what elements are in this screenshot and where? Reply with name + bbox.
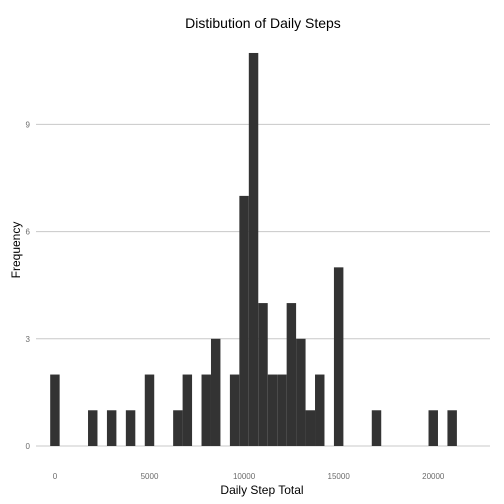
y-axis-title: Frequency	[9, 222, 23, 279]
chart-title: Distibution of Daily Steps	[185, 15, 341, 31]
histogram-bar	[333, 267, 344, 446]
x-tick-label: 15000	[328, 472, 351, 481]
y-tick-label: 9	[26, 120, 31, 129]
histogram-bar	[239, 195, 249, 446]
x-tick-label: 0	[53, 472, 58, 481]
histogram-bar	[315, 374, 325, 446]
x-tick-label: 20000	[422, 472, 445, 481]
histogram-bar	[428, 410, 438, 446]
histogram-bar	[296, 338, 306, 446]
x-tick-label: 5000	[141, 472, 159, 481]
x-tick-label: 10000	[233, 472, 256, 481]
x-axis-ticks: 0 5000 10000 15000 20000	[53, 472, 445, 481]
y-tick-label: 0	[26, 442, 31, 451]
y-tick-label: 3	[26, 335, 31, 344]
histogram-bar	[144, 374, 155, 446]
histogram-bar	[106, 410, 117, 446]
histogram-bar	[248, 52, 259, 446]
histogram-bar	[258, 303, 268, 446]
histogram-bar	[305, 410, 316, 446]
x-axis-title: Daily Step Total	[220, 483, 303, 497]
histogram-bar	[210, 338, 221, 446]
y-axis-ticks: 0 3 6 9	[26, 120, 31, 451]
histogram-bar	[182, 374, 193, 446]
histogram-bar	[277, 374, 287, 446]
histogram-bar	[88, 410, 98, 446]
histogram-bar	[286, 303, 297, 446]
histogram-bar	[447, 410, 457, 446]
histogram-bar	[229, 374, 240, 446]
histogram-bar	[173, 410, 183, 446]
histogram-bar	[50, 374, 60, 446]
histogram-bar	[267, 374, 278, 446]
histogram-bar	[125, 410, 136, 446]
y-tick-label: 6	[26, 228, 31, 237]
histogram-bar	[371, 410, 382, 446]
histogram-bar	[201, 374, 211, 446]
histogram-bars	[50, 52, 457, 446]
